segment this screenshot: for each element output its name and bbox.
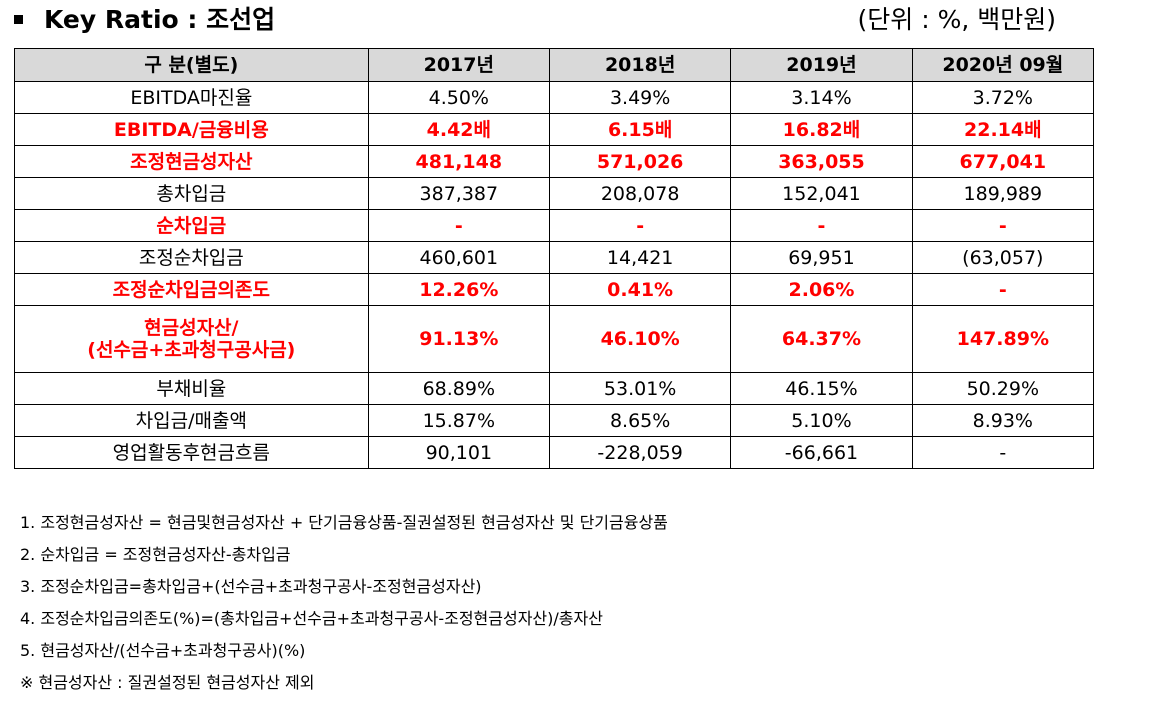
row-label: EBITDA/금융비용	[14, 113, 369, 146]
table-row: 차입금/매출액 15.87% 8.65% 5.10% 8.93%	[14, 404, 1095, 437]
table-cell: 8.65%	[548, 404, 732, 437]
table-row: EBITDA마진율 4.50% 3.49% 3.14% 3.72%	[14, 81, 1095, 114]
table-row: 순차입금 - - - -	[14, 209, 1095, 242]
table-cell: 16.82배	[730, 113, 913, 146]
table-cell: 90,101	[367, 436, 550, 469]
table-cell: 69,951	[730, 241, 913, 274]
row-label: 조정순차입금	[14, 241, 369, 274]
footnote: 3. 조정순차입금=총차입금+(선수금+초과청구공사-조정현금성자산)	[20, 577, 482, 596]
table-cell: 68.89%	[367, 372, 550, 405]
table-cell: -228,059	[548, 436, 732, 469]
footnote: 4. 조정순차입금의존도(%)=(총차입금+선수금+초과청구공사-조정현금성자산…	[20, 609, 603, 628]
row-label-line: 현금성자산/	[144, 317, 239, 339]
table-row: 부채비율 68.89% 53.01% 46.15% 50.29%	[14, 372, 1095, 405]
table-cell: -	[367, 209, 550, 242]
table-cell: -	[548, 209, 732, 242]
row-label: 순차입금	[14, 209, 369, 242]
table-cell: 147.89%	[911, 305, 1095, 373]
table-cell: 8.93%	[911, 404, 1095, 437]
column-header: 2017년	[367, 48, 550, 82]
table-cell: 152,041	[730, 177, 913, 210]
table-header-row: 구 분(별도) 2017년 2018년 2019년 2020년 09월	[14, 48, 1095, 82]
table-row: 조정현금성자산 481,148 571,026 363,055 677,041	[14, 145, 1095, 178]
footnote: 1. 조정현금성자산 = 현금및현금성자산 + 단기금융상품-질권설정된 현금성…	[20, 513, 668, 532]
table-cell: 208,078	[548, 177, 732, 210]
table-cell: 22.14배	[911, 113, 1095, 146]
column-header: 2020년 09월	[911, 48, 1095, 82]
table-cell: 91.13%	[367, 305, 550, 373]
table-row: 조정순차입금 460,601 14,421 69,951 (63,057)	[14, 241, 1095, 274]
table-cell: 481,148	[367, 145, 550, 178]
table-row: 현금성자산/ (선수금+초과청구공사금) 91.13% 46.10% 64.37…	[14, 305, 1095, 373]
column-header: 2019년	[730, 48, 913, 82]
table-cell: 363,055	[730, 145, 913, 178]
table-cell: 3.14%	[730, 81, 913, 114]
table-cell: -	[911, 273, 1095, 306]
footnote: 5. 현금성자산/(선수금+초과청구공사)(%)	[20, 641, 306, 660]
row-label: 차입금/매출액	[14, 404, 369, 437]
table-row: 조정순차입금의존도 12.26% 0.41% 2.06% -	[14, 273, 1095, 306]
table-cell: 15.87%	[367, 404, 550, 437]
table-row: 총차입금 387,387 208,078 152,041 189,989	[14, 177, 1095, 210]
row-label-line: (선수금+초과청구공사금)	[87, 339, 296, 361]
table-cell: 5.10%	[730, 404, 913, 437]
column-header: 2018년	[548, 48, 732, 82]
row-label: 조정순차입금의존도	[14, 273, 369, 306]
table-row: EBITDA/금융비용 4.42배 6.15배 16.82배 22.14배	[14, 113, 1095, 146]
column-header: 구 분(별도)	[14, 48, 369, 82]
table-cell: -	[911, 209, 1095, 242]
table-cell: 460,601	[367, 241, 550, 274]
table-cell: -	[730, 209, 913, 242]
footnote: ※ 현금성자산 : 질권설정된 현금성자산 제외	[20, 673, 315, 692]
table-cell: 677,041	[911, 145, 1095, 178]
row-label: 총차입금	[14, 177, 369, 210]
table-cell: 46.10%	[548, 305, 732, 373]
table-cell: 64.37%	[730, 305, 913, 373]
table-cell: -	[911, 436, 1095, 469]
table-cell: 6.15배	[548, 113, 732, 146]
table-cell: 4.50%	[367, 81, 550, 114]
table-cell: 53.01%	[548, 372, 732, 405]
table-cell: 387,387	[367, 177, 550, 210]
page-title: Key Ratio : 조선업	[44, 5, 276, 34]
square-bullet-icon	[14, 15, 23, 24]
table-cell: -66,661	[730, 436, 913, 469]
row-label: 부채비율	[14, 372, 369, 405]
row-label: 현금성자산/ (선수금+초과청구공사금)	[14, 305, 369, 373]
unit-label: (단위 : %, 백만원)	[857, 5, 1056, 34]
table-cell: 0.41%	[548, 273, 732, 306]
key-ratio-table: 구 분(별도) 2017년 2018년 2019년 2020년 09월 EBIT…	[14, 48, 1095, 469]
table-cell: 14,421	[548, 241, 732, 274]
table-cell: 189,989	[911, 177, 1095, 210]
table-cell: 12.26%	[367, 273, 550, 306]
table-cell: 3.72%	[911, 81, 1095, 114]
table-cell: (63,057)	[911, 241, 1095, 274]
table-cell: 50.29%	[911, 372, 1095, 405]
table-cell: 3.49%	[548, 81, 732, 114]
table-row: 영업활동후현금흐름 90,101 -228,059 -66,661 -	[14, 436, 1095, 469]
footnotes: 1. 조정현금성자산 = 현금및현금성자산 + 단기금융상품-질권설정된 현금성…	[20, 508, 668, 700]
table-cell: 571,026	[548, 145, 732, 178]
footnote: 2. 순차입금 = 조정현금성자산-총차입금	[20, 545, 291, 564]
table-cell: 2.06%	[730, 273, 913, 306]
table-cell: 4.42배	[367, 113, 550, 146]
row-label: 영업활동후현금흐름	[14, 436, 369, 469]
report-header: Key Ratio : 조선업 (단위 : %, 백만원)	[14, 2, 1094, 42]
row-label: EBITDA마진율	[14, 81, 369, 114]
table-cell: 46.15%	[730, 372, 913, 405]
row-label: 조정현금성자산	[14, 145, 369, 178]
